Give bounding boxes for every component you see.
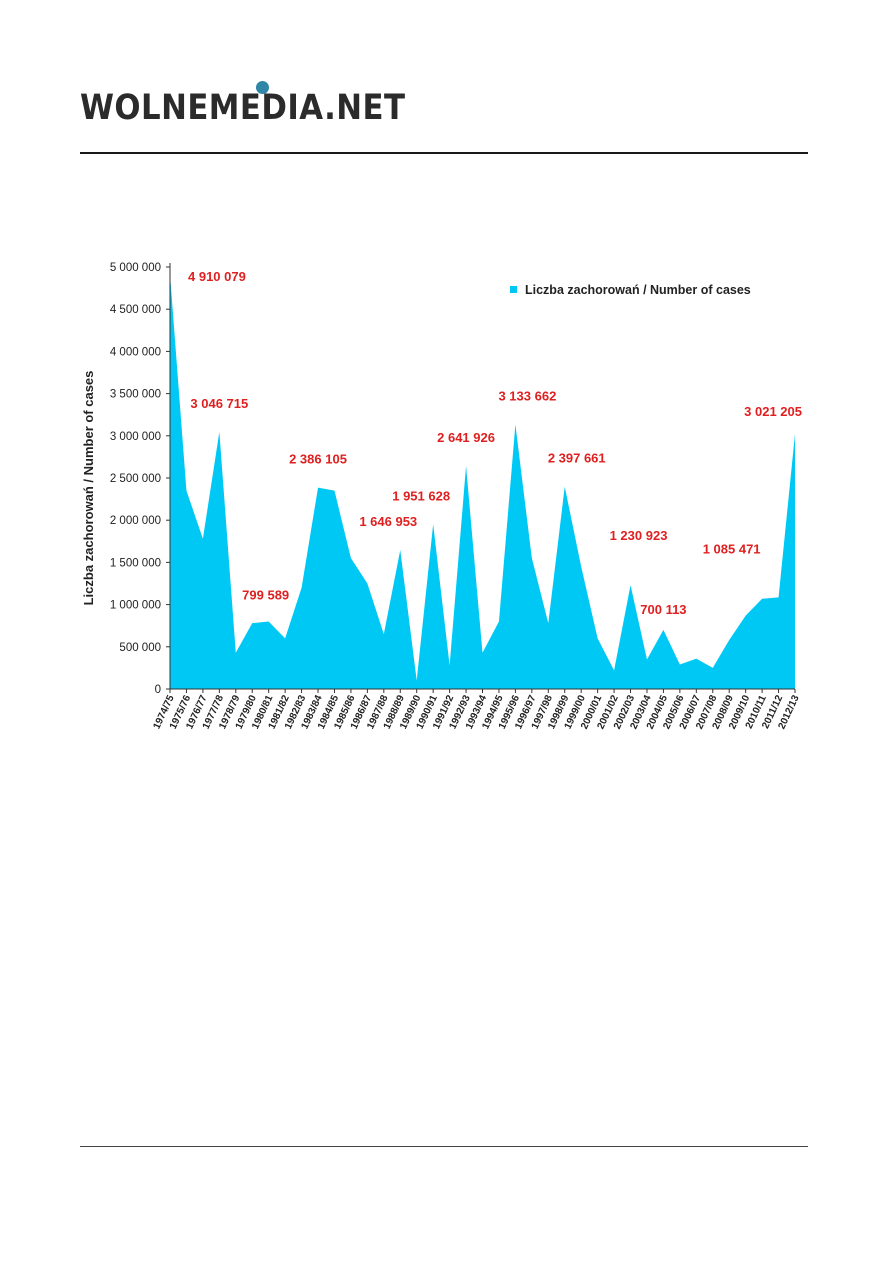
- data-label: 799 589: [242, 588, 289, 603]
- data-label: 1 085 471: [703, 541, 761, 556]
- header-divider: [80, 152, 808, 154]
- logo-dot-icon: [256, 81, 269, 94]
- y-tick-label: 4 000 000: [110, 346, 161, 358]
- y-tick-label: 0: [155, 684, 161, 696]
- data-label: 2 397 661: [548, 451, 606, 466]
- data-label: 700 113: [640, 602, 686, 617]
- y-tick-label: 1 500 000: [110, 557, 161, 569]
- data-label: 3 046 715: [190, 396, 248, 411]
- y-tick-label: 1 000 000: [110, 600, 161, 612]
- y-tick-label: 5 000 000: [110, 262, 161, 274]
- y-axis-title: Liczba zachorowań / Number of cases: [81, 371, 96, 606]
- data-label: 1 646 953: [359, 514, 417, 529]
- y-tick-label: 4 500 000: [110, 304, 161, 316]
- cases-area-chart: 0 500 000 1 000 000 1 500 000 2 000 000 2 500…: [81, 262, 802, 731]
- legend-label: Liczba zachorowań / Number of cases: [525, 283, 751, 297]
- data-label: 1 951 628: [392, 488, 450, 503]
- y-tick-label: 3 000 000: [110, 431, 161, 443]
- y-tick-label: 2 500 000: [110, 473, 161, 485]
- data-label: 1 230 923: [610, 528, 668, 543]
- data-label: 2 386 105: [289, 452, 347, 467]
- series-area: [170, 274, 795, 689]
- logo-text: WOLNEMEDIA.NET: [80, 88, 406, 128]
- data-label: 2 641 926: [437, 430, 495, 445]
- y-tick-label: 2 000 000: [110, 515, 161, 527]
- data-label: 3 133 662: [498, 389, 556, 404]
- legend-swatch: [510, 286, 517, 293]
- y-tick-label: 3 500 000: [110, 389, 161, 401]
- data-label: 3 021 205: [744, 404, 802, 419]
- y-tick-label: 500 000: [119, 642, 161, 654]
- data-label: 4 910 079: [188, 269, 246, 284]
- footer-divider: [80, 1146, 808, 1147]
- site-logo[interactable]: WOLNEMEDIA.NET: [80, 78, 405, 130]
